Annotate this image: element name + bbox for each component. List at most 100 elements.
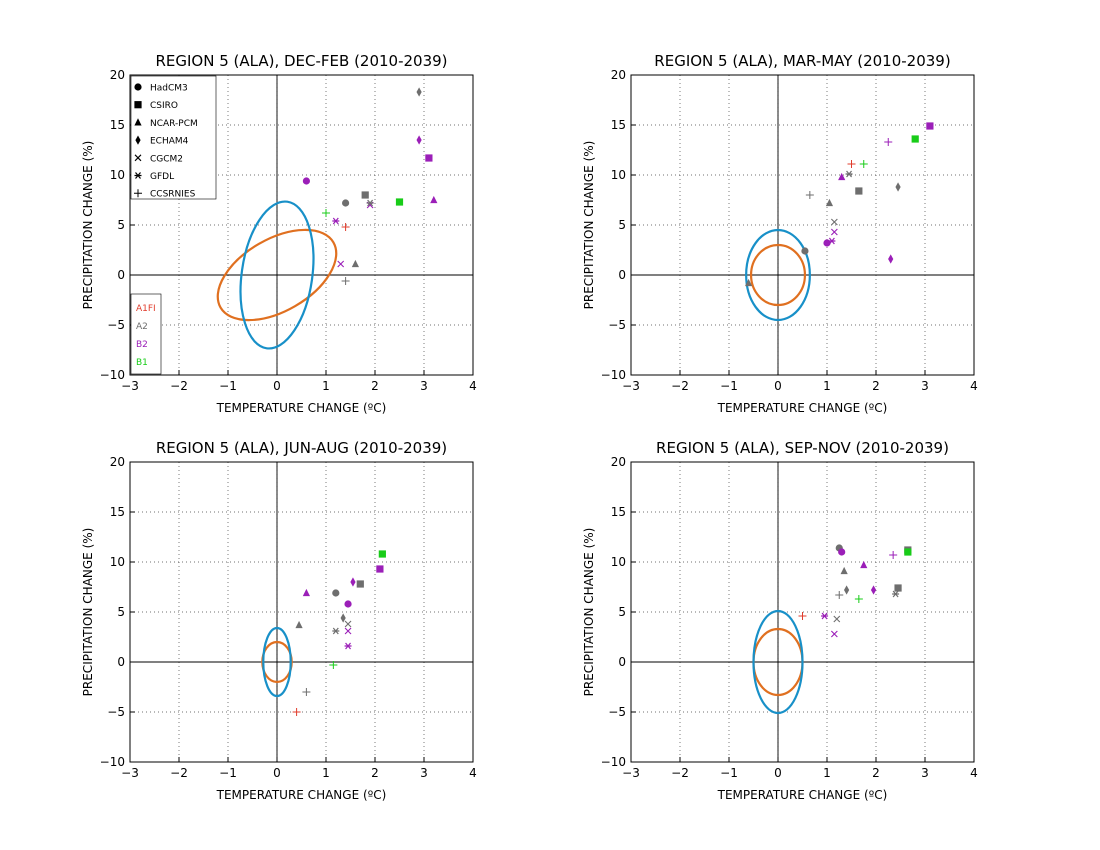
diamond-icon — [135, 135, 141, 145]
x-icon — [134, 154, 142, 162]
y-tick-label: 0 — [618, 268, 626, 282]
x-tick-label: 1 — [823, 766, 831, 780]
data-point — [870, 585, 877, 595]
plot-frame — [630, 74, 975, 376]
chart-panel-3: REGION 5 (ALA), JUN-AUG (2010-2039) −3 −2 −… — [81, 439, 477, 802]
x-tick-label: 0 — [774, 766, 782, 780]
x-tick-label: −1 — [720, 379, 738, 393]
data-point — [332, 627, 340, 635]
y-tick-label: −10 — [100, 368, 125, 382]
x-tick-label: −1 — [720, 766, 738, 780]
y-tick-label: 5 — [117, 218, 125, 232]
y-tick-label: 15 — [611, 505, 626, 519]
asterisk-icon — [134, 172, 142, 179]
x-tick-label: −2 — [671, 766, 689, 780]
data-point — [926, 122, 934, 130]
data-point — [859, 160, 868, 168]
data-point — [838, 548, 846, 556]
x-tick-label: −2 — [170, 379, 188, 393]
data-point — [344, 642, 352, 650]
triangle-icon — [134, 118, 142, 126]
x-axis-label: TEMPERATURE CHANGE (ºC) — [216, 788, 387, 802]
x-axis-label: TEMPERATURE CHANGE (ºC) — [216, 401, 387, 415]
data-point — [292, 708, 301, 716]
y-tick-label: −10 — [601, 755, 626, 769]
x-tick-label: 2 — [872, 766, 880, 780]
chart-panel-1: REGION 5 (ALA), DEC-FEB (2010-2039) −3 −2 −… — [81, 52, 477, 415]
y-tick-label: 20 — [611, 68, 626, 82]
data-point — [332, 589, 340, 597]
ellipse-outer — [262, 626, 292, 698]
data-point — [356, 580, 364, 588]
data-point — [833, 615, 841, 623]
y-tick-label: −10 — [601, 368, 626, 382]
data-point — [337, 260, 345, 268]
data-point — [351, 259, 359, 268]
y-axis-label: PRECIPITATION CHANGE (%) — [582, 141, 596, 310]
data-point — [835, 591, 844, 599]
data-point — [366, 199, 374, 207]
data-point — [302, 588, 310, 597]
x-tick-label: 4 — [970, 766, 978, 780]
data-point — [892, 590, 900, 598]
plus-icon — [134, 189, 142, 198]
y-tick-label: −5 — [107, 705, 125, 719]
legend-scenario-label: A1FI — [136, 304, 156, 314]
y-tick-label: 10 — [110, 555, 125, 569]
data-point — [838, 172, 846, 181]
data-point — [830, 630, 838, 638]
data-point — [854, 595, 863, 603]
x-tick-label: 0 — [273, 379, 281, 393]
y-tick-label: 0 — [117, 268, 125, 282]
data-point — [376, 565, 384, 573]
data-point — [830, 228, 838, 236]
ellipse-inner — [749, 243, 807, 307]
data-point — [805, 191, 814, 199]
data-point — [798, 612, 807, 620]
data-point — [895, 182, 901, 192]
x-tick-label: −1 — [219, 766, 237, 780]
legend-model-label: CSIRO — [150, 101, 178, 111]
data-point — [825, 198, 834, 207]
data-point — [416, 135, 422, 145]
circle-icon — [134, 83, 142, 91]
scenario-legend-box — [130, 293, 162, 375]
x-tick-label: −3 — [121, 379, 139, 393]
x-tick-label: 4 — [469, 766, 477, 780]
y-tick-label: 10 — [110, 168, 125, 182]
legend-model-label: CCSRNIES — [150, 190, 196, 200]
data-point — [847, 160, 856, 168]
y-tick-label: 0 — [117, 655, 125, 669]
data-point — [911, 135, 919, 143]
x-tick-label: 3 — [420, 766, 428, 780]
x-tick-label: 1 — [322, 766, 330, 780]
data-point — [378, 550, 386, 558]
x-tick-label: 2 — [872, 379, 880, 393]
square-icon — [134, 101, 142, 109]
data-point — [416, 87, 422, 97]
x-tick-label: 2 — [371, 379, 379, 393]
data-point — [828, 237, 836, 245]
data-point — [340, 613, 346, 623]
x-tick-label: 0 — [774, 379, 782, 393]
y-tick-label: 0 — [618, 655, 626, 669]
data-point — [395, 198, 404, 206]
legend-box — [130, 75, 217, 200]
x-tick-label: 0 — [273, 766, 281, 780]
x-tick-label: 2 — [371, 766, 379, 780]
ellipse-outer — [239, 200, 315, 350]
x-tick-label: −3 — [622, 766, 640, 780]
x-tick-label: −1 — [219, 379, 237, 393]
legend-model-label: ECHAM4 — [150, 137, 189, 147]
chart-panel-2: REGION 5 (ALA), MAR-MAY (2010-2039) −3 −2 −… — [582, 52, 978, 415]
data-point — [860, 560, 868, 569]
ellipse-outer — [752, 609, 804, 715]
data-point — [350, 577, 356, 587]
y-tick-label: −5 — [608, 318, 626, 332]
data-point — [430, 195, 438, 204]
chart-title: REGION 5 (ALA), SEP-NOV (2010-2039) — [656, 439, 949, 457]
y-tick-label: 15 — [110, 505, 125, 519]
legend-model-label: GFDL — [150, 172, 174, 182]
legend-model-label: NCAR-PCM — [150, 119, 198, 129]
